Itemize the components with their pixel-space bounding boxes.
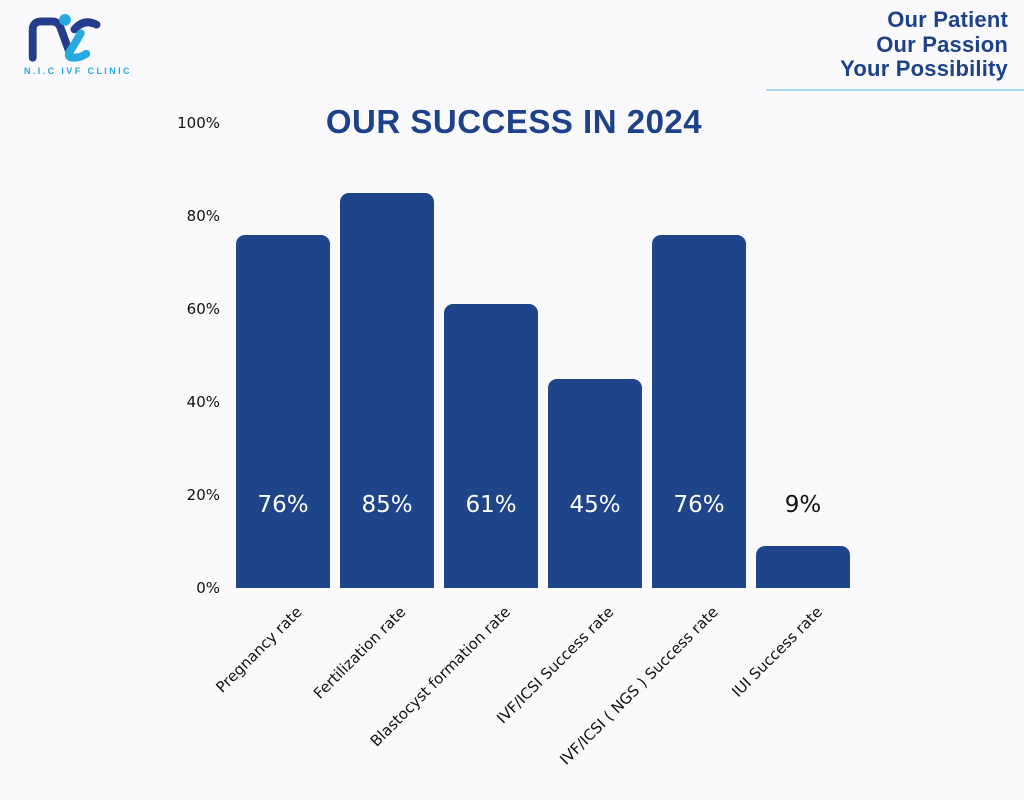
- y-tick-label: 60%: [186, 300, 220, 318]
- y-tick-label: 20%: [186, 486, 220, 504]
- y-tick-label: 100%: [177, 114, 220, 132]
- bar-value-label: 76%: [257, 492, 309, 518]
- bar-value-label: 9%: [784, 492, 822, 518]
- bar-value-label: 45%: [569, 492, 621, 518]
- chart-title: OUR SUCCESS IN 2024: [325, 103, 703, 140]
- bar: [444, 304, 538, 588]
- tagline: Our Patient Our Passion Your Possibility: [840, 7, 1008, 82]
- x-tick-label: Fertilization rate: [310, 603, 410, 703]
- x-tick-label: Pregnancy rate: [212, 603, 306, 697]
- tagline-underline: [766, 89, 1024, 91]
- x-tick-label: IVF/ICSI Success rate: [493, 603, 618, 728]
- x-tick-label: IUI Success rate: [727, 603, 826, 701]
- tagline-line-1: Our Patient: [887, 7, 1008, 32]
- clinic-logo-icon: [28, 13, 101, 62]
- bar: [548, 378, 642, 588]
- tagline-line-3: Your Possibility: [840, 56, 1008, 81]
- bar-value-label: 85%: [361, 492, 413, 518]
- y-tick-label: 40%: [186, 393, 220, 411]
- clinic-logo: N.I.C IVF CLINIC: [24, 12, 134, 76]
- bar: [236, 234, 330, 588]
- bar-value-label: 76%: [673, 492, 725, 518]
- tagline-line-2: Our Passion: [876, 31, 1008, 57]
- bar: [756, 546, 850, 588]
- y-tick-label: 80%: [186, 207, 220, 225]
- bar: [340, 192, 434, 588]
- y-tick-label: 0%: [196, 579, 220, 597]
- clinic-logo-text: N.I.C IVF CLINIC: [24, 66, 132, 76]
- bar: [652, 234, 746, 588]
- bar-value-label: 61%: [465, 492, 517, 518]
